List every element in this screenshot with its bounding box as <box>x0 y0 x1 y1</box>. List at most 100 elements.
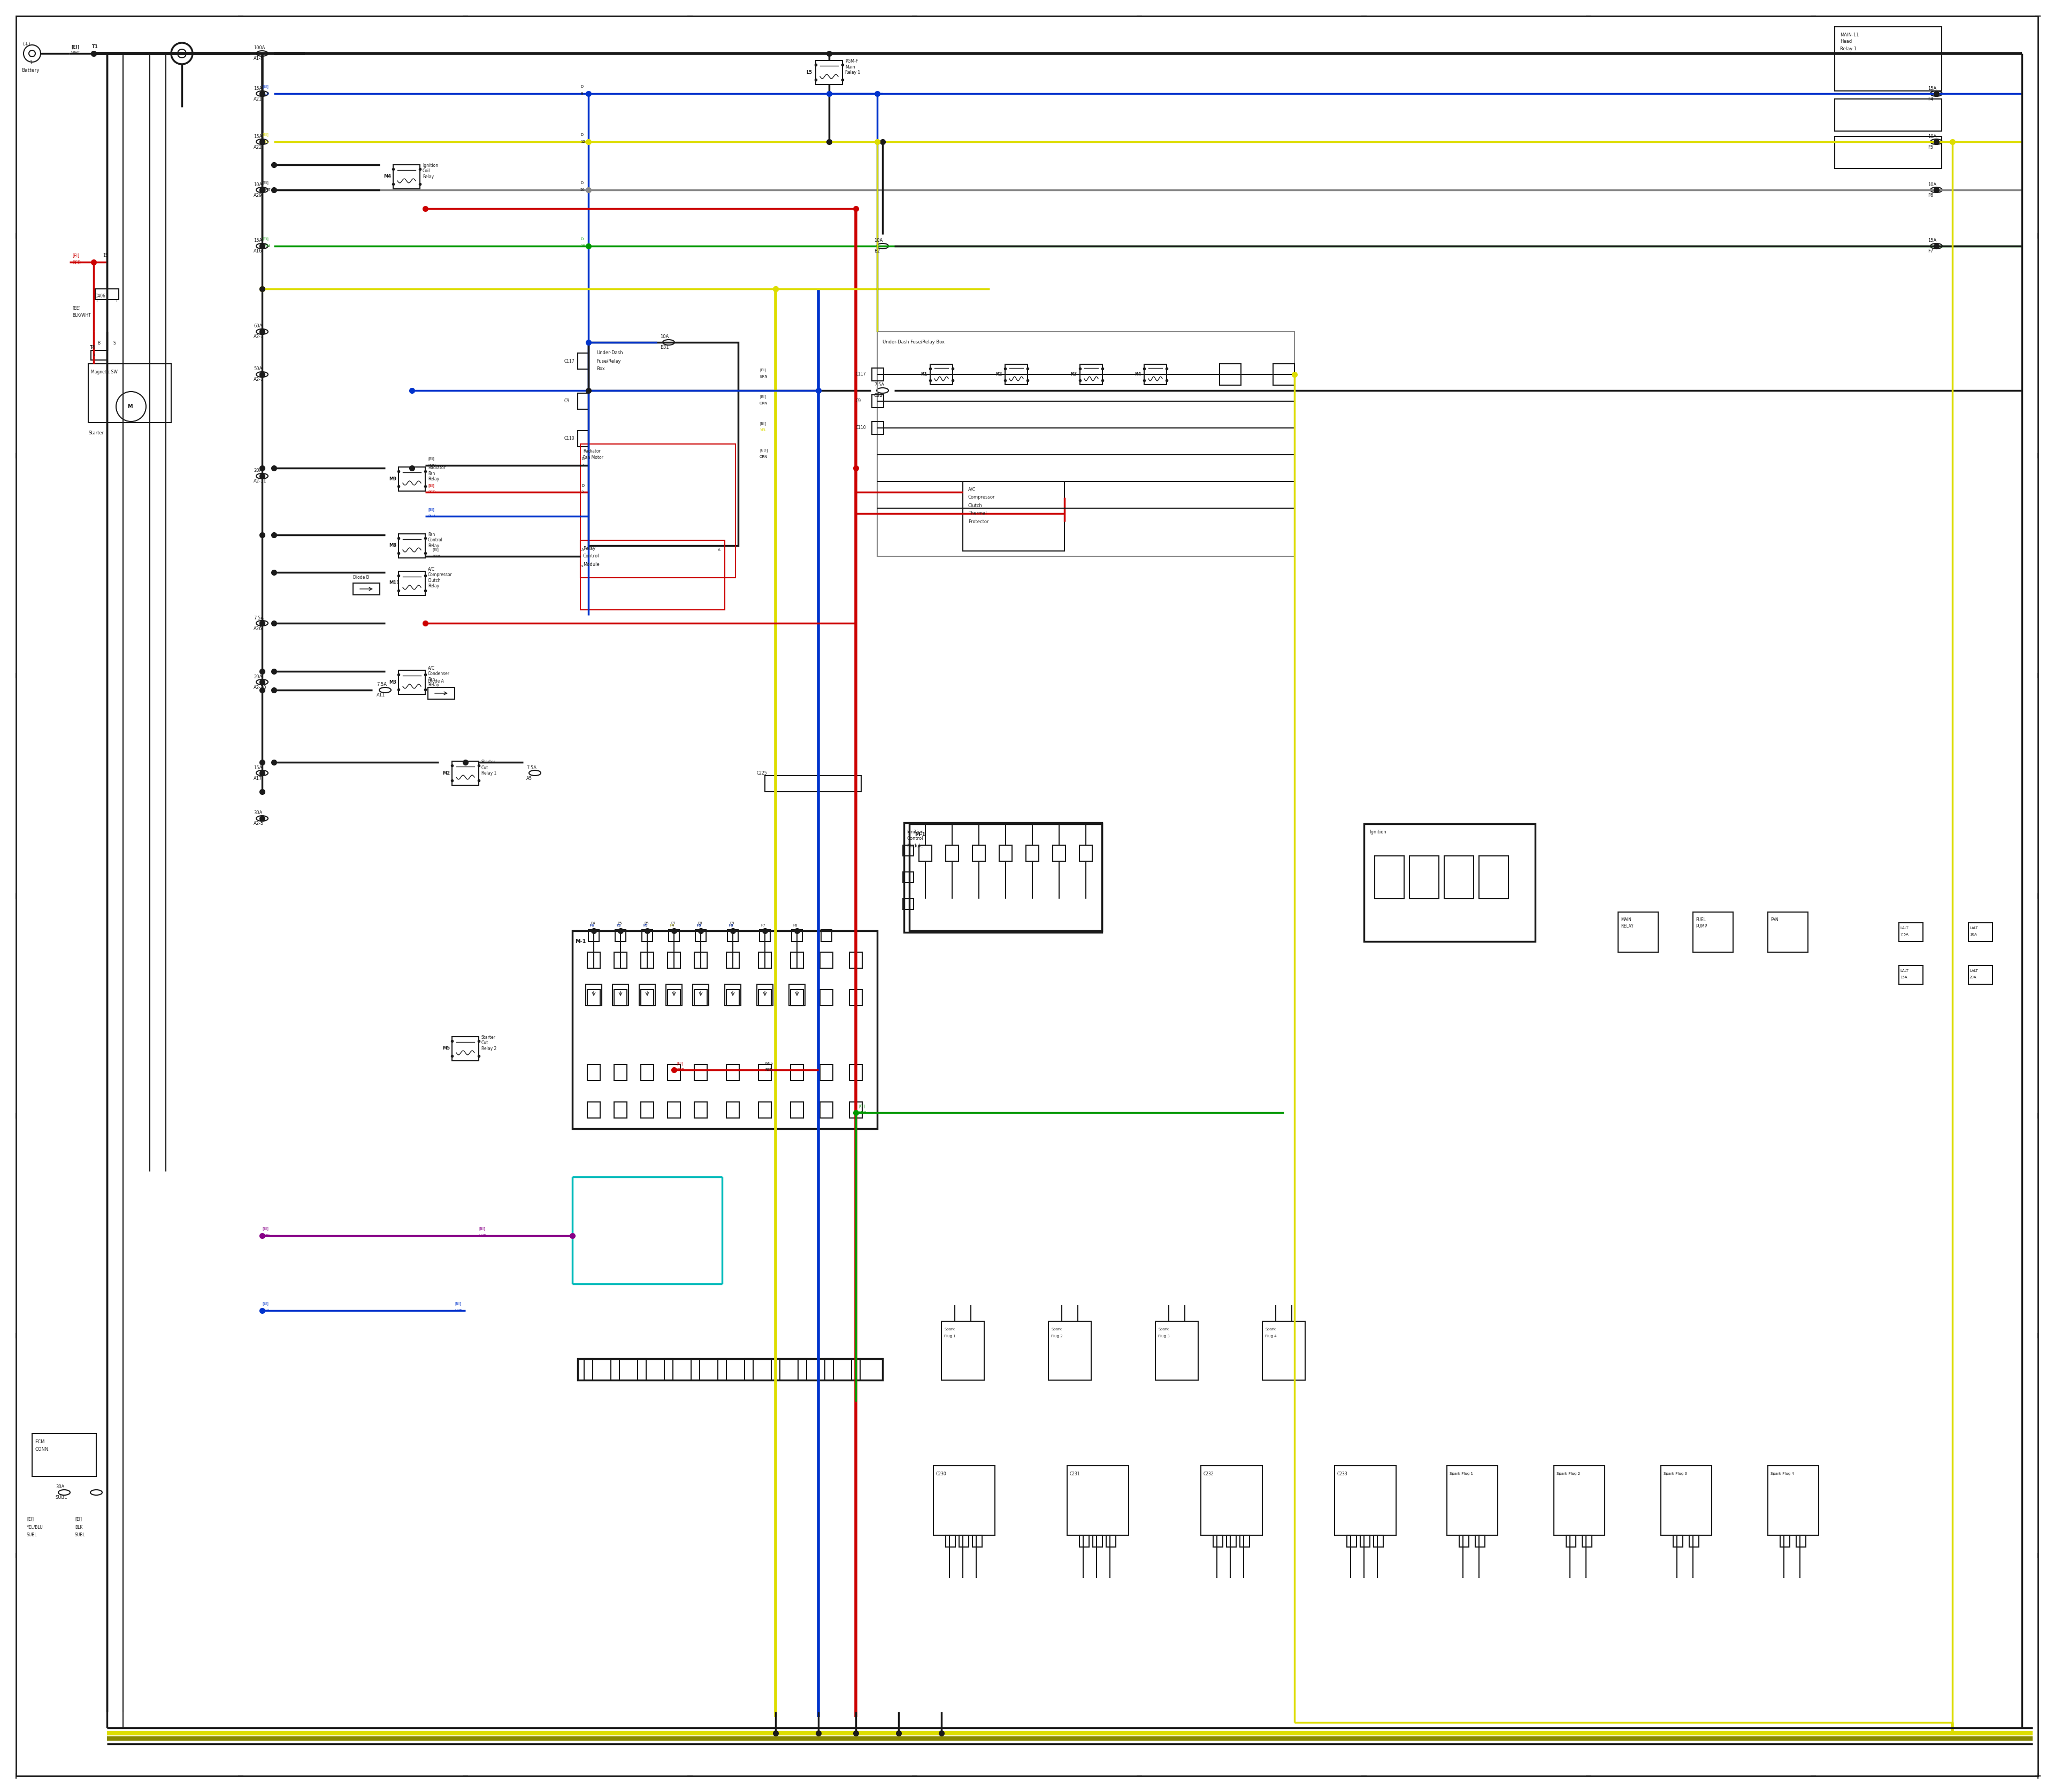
Bar <box>756 984 772 1005</box>
Bar <box>94 289 119 299</box>
Bar <box>791 952 803 968</box>
Text: P4: P4 <box>592 921 596 925</box>
Text: A2-3: A2-3 <box>253 335 263 339</box>
Text: C9: C9 <box>857 400 861 403</box>
Bar <box>577 1358 883 1380</box>
Text: R3: R3 <box>1070 373 1076 376</box>
Text: YEL: YEL <box>760 428 766 432</box>
Text: Spark Plug 1: Spark Plug 1 <box>1450 1471 1473 1475</box>
Bar <box>1093 1536 1103 1546</box>
Text: B: B <box>97 340 101 346</box>
Text: Module: Module <box>583 563 600 566</box>
Text: YEL/BLU: YEL/BLU <box>27 1525 43 1530</box>
Text: 20A: 20A <box>1970 975 1976 978</box>
Bar <box>641 930 653 941</box>
Bar <box>641 952 653 968</box>
Text: C233: C233 <box>1337 1471 1347 1477</box>
Text: 7.5A: 7.5A <box>376 683 386 686</box>
Text: Relay: Relay <box>583 547 596 550</box>
Text: Spark: Spark <box>1265 1328 1276 1331</box>
Text: 19: 19 <box>581 244 585 247</box>
Text: Control: Control <box>906 837 922 840</box>
Text: 2: 2 <box>581 491 583 495</box>
Bar <box>959 1536 969 1546</box>
Text: Protector: Protector <box>967 520 988 523</box>
Bar <box>694 1064 707 1081</box>
Text: Spark Plug 4: Spark Plug 4 <box>1771 1471 1793 1475</box>
Bar <box>850 1064 863 1081</box>
Bar <box>727 952 739 968</box>
Bar <box>910 824 1101 930</box>
Bar <box>820 952 832 968</box>
Bar <box>1475 1536 1485 1546</box>
Bar <box>587 952 600 968</box>
Bar <box>1582 1536 1592 1546</box>
Bar <box>696 930 707 941</box>
Bar <box>577 353 587 369</box>
Text: C117: C117 <box>857 373 867 376</box>
Text: D: D <box>581 133 583 136</box>
Bar <box>1068 1466 1128 1536</box>
Bar <box>1144 364 1167 385</box>
Text: [EI]: [EI] <box>760 394 766 400</box>
Bar <box>581 539 725 609</box>
Text: [EI]: [EI] <box>427 484 433 487</box>
Bar <box>904 823 1101 932</box>
Text: C110: C110 <box>857 425 867 430</box>
Text: Under-Dash: Under-Dash <box>596 351 622 355</box>
Text: P3: P3 <box>643 925 647 926</box>
Bar <box>668 989 680 1005</box>
Text: F4: F4 <box>1929 97 1933 102</box>
Text: 20A: 20A <box>253 674 263 679</box>
Text: ORN: ORN <box>760 401 768 405</box>
Bar <box>822 930 832 941</box>
Bar <box>791 930 803 941</box>
Text: T1: T1 <box>92 45 99 50</box>
Text: 10A: 10A <box>1929 134 1937 138</box>
Text: FAN: FAN <box>1771 918 1779 923</box>
Text: Box: Box <box>596 367 604 371</box>
Text: P7: P7 <box>670 925 674 926</box>
Text: [EI]: [EI] <box>427 507 433 511</box>
Text: A21: A21 <box>253 97 263 102</box>
Text: 1: 1 <box>29 61 33 66</box>
Text: A2-11: A2-11 <box>253 478 267 484</box>
Bar <box>668 1064 680 1081</box>
Text: Plug 4: Plug 4 <box>1265 1335 1278 1339</box>
Text: LALT: LALT <box>1900 969 1908 973</box>
Text: LALT: LALT <box>1970 969 1978 973</box>
Text: F6: F6 <box>1929 194 1933 197</box>
Text: ORN: ORN <box>760 455 768 459</box>
Text: S: S <box>113 340 115 346</box>
Text: PGM-F
Main
Relay 1: PGM-F Main Relay 1 <box>844 59 861 75</box>
Text: P5: P5 <box>616 925 620 926</box>
Text: T4: T4 <box>90 344 97 349</box>
Bar <box>826 1358 834 1380</box>
Bar <box>850 989 863 1005</box>
Text: M3: M3 <box>388 679 396 685</box>
Bar <box>1025 846 1039 862</box>
Text: P6: P6 <box>645 921 649 925</box>
Text: 7.5A: 7.5A <box>875 383 883 387</box>
Text: C110: C110 <box>565 435 575 441</box>
Text: Spark: Spark <box>945 1328 955 1331</box>
Text: R4: R4 <box>1134 373 1142 376</box>
Text: 15: 15 <box>103 253 109 258</box>
Text: 10A: 10A <box>1970 934 1976 935</box>
Text: A2-5: A2-5 <box>253 821 263 826</box>
Bar <box>725 984 741 1005</box>
Text: 10A: 10A <box>253 183 263 186</box>
Bar <box>641 1102 653 1118</box>
Text: C225: C225 <box>756 771 768 776</box>
Text: P5: P5 <box>696 925 700 926</box>
Bar <box>727 930 737 941</box>
Text: WHT: WHT <box>72 52 80 56</box>
Bar <box>744 1358 754 1380</box>
Text: P4: P4 <box>670 925 674 926</box>
Bar <box>1565 1536 1575 1546</box>
Text: MAIN-11: MAIN-11 <box>1840 32 1859 38</box>
Text: P6: P6 <box>729 925 733 926</box>
Bar <box>1202 1466 1263 1536</box>
Bar <box>587 989 600 1005</box>
Text: D: D <box>581 181 583 185</box>
